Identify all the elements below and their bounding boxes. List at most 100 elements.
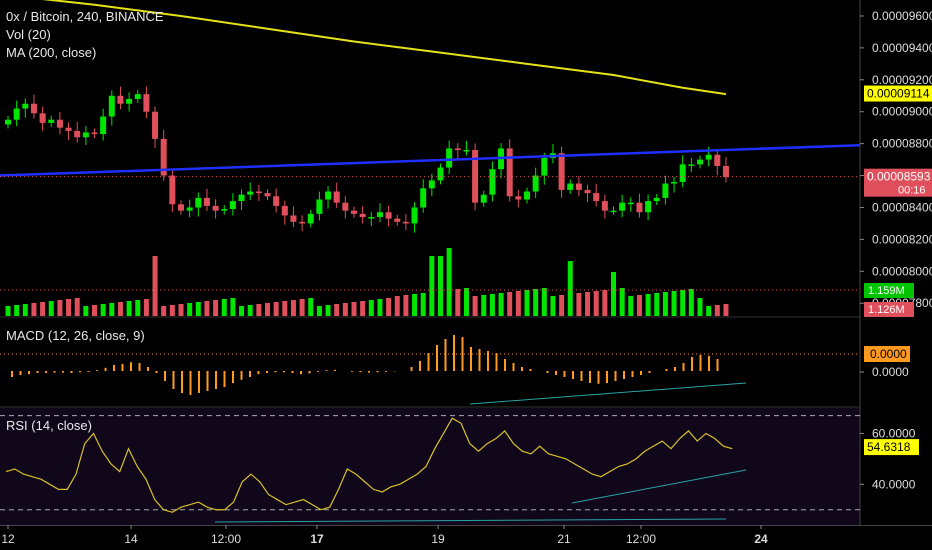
volume-indicator-label: Vol (20) [6, 27, 51, 42]
volume-bar [57, 300, 63, 316]
candle-body [506, 148, 513, 197]
symbol-title: 0x / Bitcoin, 240, BINANCE [6, 9, 164, 24]
volume-bar [619, 288, 625, 316]
volume-bar [247, 305, 253, 316]
candle-body [446, 148, 453, 168]
candle-body [307, 213, 314, 224]
candle-body [359, 213, 366, 218]
candle-body [48, 119, 55, 123]
volume-bar [100, 304, 106, 316]
candle-body [567, 183, 574, 190]
candle-body [152, 111, 159, 139]
candle-body [705, 154, 712, 160]
volume-down-tag [864, 302, 914, 317]
candle-body [532, 175, 539, 192]
ma-indicator-label: MA (200, close) [6, 45, 96, 60]
ma-value-tag [864, 85, 932, 102]
macd-trendline [469, 382, 747, 405]
volume-bar [507, 292, 513, 316]
candle-body [714, 154, 721, 166]
volume-bar [213, 300, 219, 316]
price-tick-label: 0.00008000 [872, 264, 932, 278]
price-tick-label: 0.00008400 [872, 200, 932, 214]
candle-body [108, 95, 115, 117]
volume-bar [636, 295, 642, 316]
candle-body [454, 148, 461, 151]
volume-bar [368, 300, 374, 316]
candle-body [575, 183, 582, 190]
volume-bar [40, 302, 46, 316]
candle-body [238, 194, 245, 202]
candle-body [489, 169, 496, 195]
volume-bar [334, 304, 340, 316]
volume-bar [524, 290, 530, 316]
volume-bar [282, 301, 288, 316]
candle-body [255, 191, 262, 194]
volume-bar [143, 299, 149, 316]
volume-bar [126, 301, 132, 316]
volume-bar [195, 302, 201, 316]
volume-bar [360, 301, 366, 316]
candle-body [524, 191, 530, 200]
candle-body [333, 191, 340, 203]
candle-body [601, 201, 608, 211]
ma200-line [42, 0, 727, 96]
candle-body [143, 94, 150, 112]
volume-bar [472, 296, 478, 316]
macd-value-tag [864, 346, 910, 362]
candle-body [22, 103, 29, 109]
volume-bar [593, 291, 599, 316]
volume-bar [489, 294, 495, 316]
last-price-tag [864, 168, 932, 197]
candle-body [368, 217, 375, 219]
time-tick-label: 24 [754, 532, 768, 546]
candle-body [688, 164, 695, 166]
candle-body [203, 197, 210, 206]
candle-body [411, 207, 418, 224]
rsi-trendline [571, 469, 747, 504]
candle-body [74, 130, 81, 138]
candle-body [229, 201, 236, 210]
volume-bar [83, 306, 89, 316]
candle-body [91, 132, 98, 135]
candle-body [394, 218, 401, 222]
candle-body [39, 113, 46, 123]
volume-bar [204, 301, 210, 316]
time-tick-label: 19 [431, 532, 445, 546]
candle-body [619, 202, 626, 211]
candle-body [169, 175, 176, 205]
candle-body [463, 150, 470, 152]
volume-bar [602, 290, 608, 316]
candle-body [13, 108, 20, 120]
volume-bar [585, 292, 591, 316]
candle-body [299, 221, 306, 224]
candle-body [126, 98, 133, 104]
candle-body [264, 193, 271, 197]
volume-bar [481, 295, 487, 316]
candle-body [342, 202, 349, 211]
volume-bar [316, 306, 322, 316]
candle-body [679, 164, 686, 182]
candle-body [541, 158, 548, 176]
volume-bar [256, 304, 262, 316]
candle-body [160, 138, 167, 176]
volume-bar [550, 296, 556, 316]
candle-body [593, 193, 600, 202]
volume-bar [463, 288, 469, 316]
volume-bar [714, 305, 720, 316]
volume-bar [671, 291, 677, 316]
candle-body [117, 95, 124, 104]
trendline [0, 143, 861, 177]
time-tick-label: 21 [557, 532, 571, 546]
last-price-tag-label: 0.00008593 [867, 170, 931, 184]
volume-bar [14, 305, 20, 316]
candle-body [627, 202, 634, 205]
candle-body [697, 159, 703, 165]
candle-body [610, 210, 617, 213]
volume-bar [109, 303, 115, 316]
volume-bar [325, 305, 331, 316]
candle-body [662, 183, 669, 198]
candle-body [437, 167, 444, 181]
candle-body [134, 94, 141, 99]
